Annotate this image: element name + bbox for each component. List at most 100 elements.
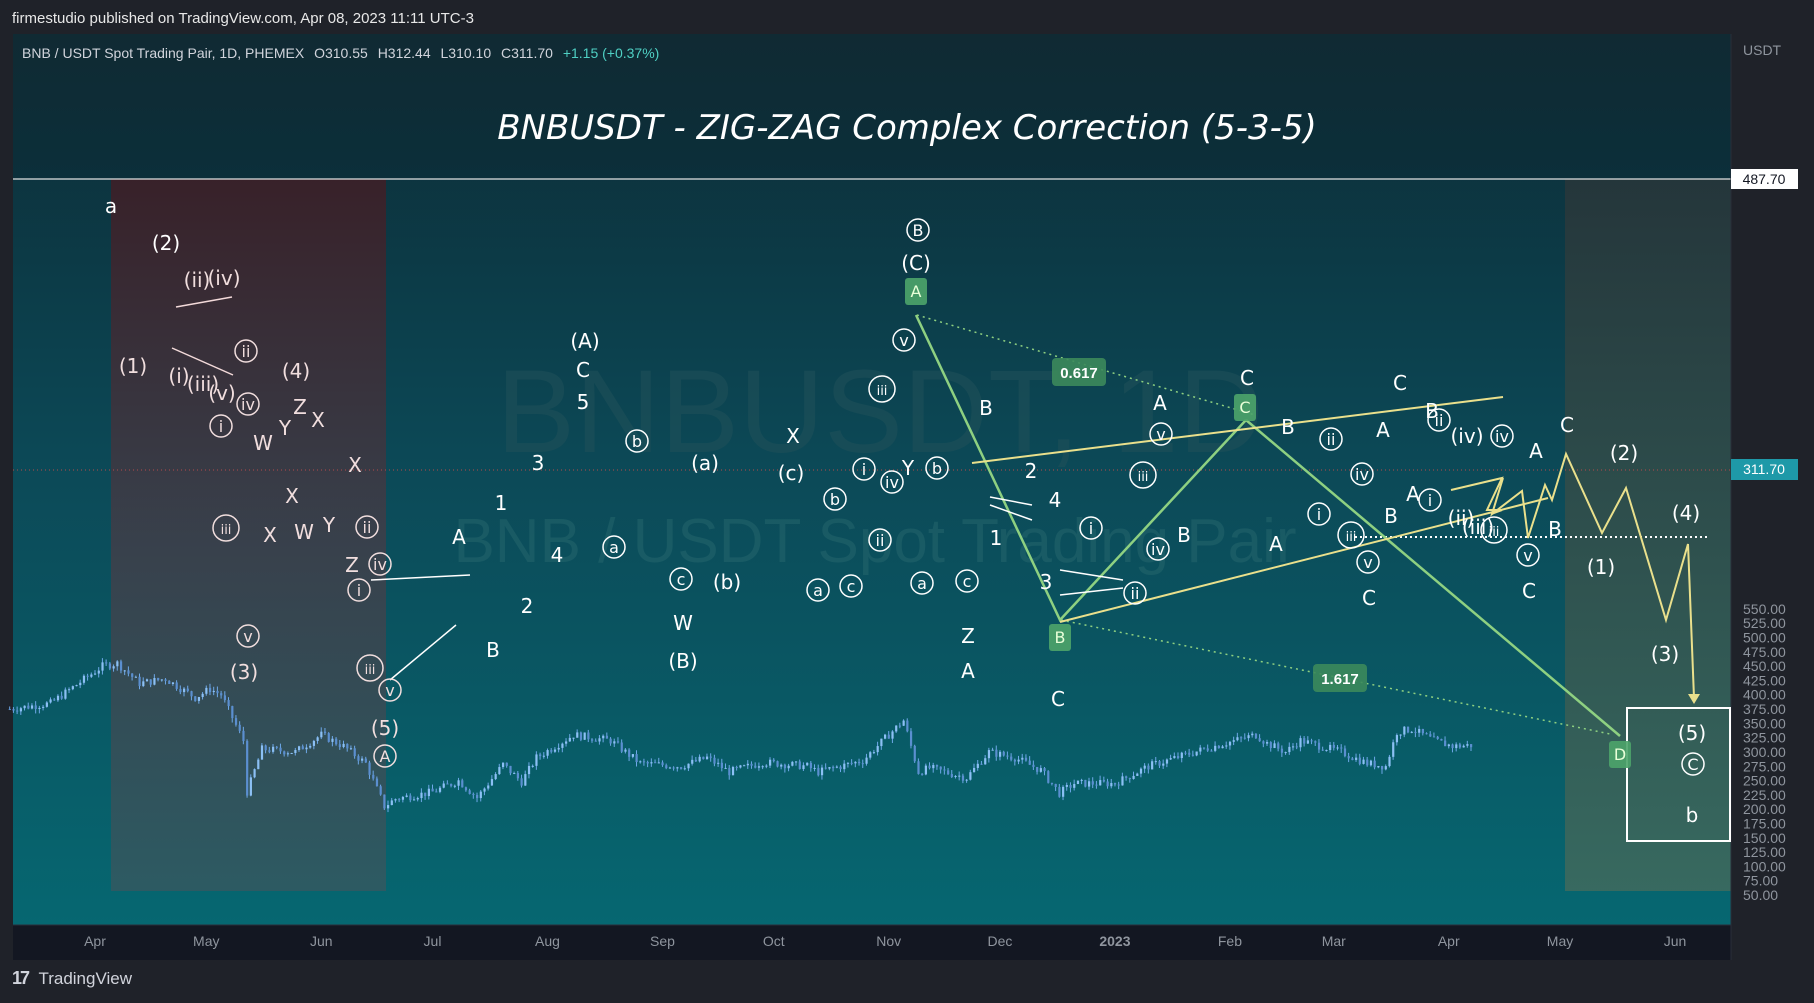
candle-body [516, 773, 520, 779]
trendline-upper [971, 396, 1504, 464]
candle-body [335, 738, 338, 745]
symbol-info[interactable]: BNB / USDT Spot Trading Pair, 1D, PHEMEX… [22, 45, 665, 61]
candle-body [427, 788, 431, 797]
tradingview-logo[interactable]: 17 TradingView [12, 968, 132, 989]
wave-label: (ii) [184, 268, 211, 292]
candle-body [1406, 726, 1410, 733]
wave-label-circle [373, 744, 397, 768]
wave-label-circle [236, 392, 260, 416]
wave-label: 4 [551, 543, 564, 567]
x-tick-label: Oct [763, 933, 785, 949]
candle-body [320, 731, 323, 738]
candle-body [212, 690, 215, 693]
y-tick-label: 150.00 [1743, 830, 1786, 846]
candle-body [1136, 773, 1139, 776]
candle-body [1199, 747, 1202, 752]
candle-body [34, 705, 37, 709]
symbol-name[interactable]: BNB / USDT Spot Trading Pair, 1D, PHEMEX [22, 45, 305, 61]
circled-wave-label: c [677, 570, 686, 589]
wave-label: (c) [778, 461, 805, 485]
candle-body [216, 690, 219, 694]
candle-body [275, 746, 278, 748]
wave-label-circle [347, 578, 371, 602]
candle-body [1043, 768, 1046, 772]
candle-body [1377, 766, 1380, 768]
candle-body [687, 763, 690, 769]
candle-body [1143, 765, 1146, 769]
candle-body [38, 707, 41, 709]
wave-label-circle [356, 654, 384, 682]
candle-body [884, 734, 887, 739]
candle-body [1403, 726, 1406, 735]
candle-body [1384, 766, 1387, 770]
ohlc-change: +1.15 (+0.37%) [562, 45, 660, 61]
candle-body [56, 695, 60, 701]
candle-body [487, 785, 490, 789]
time-axis[interactable]: Apr May Jun Jul Aug Sep Oct Nov Dec 2023 Feb Mar Apr… [84, 933, 1686, 949]
wave-label-circle [1319, 427, 1343, 451]
header-band [13, 34, 1731, 179]
y-tick-label: 50.00 [1743, 887, 1778, 903]
wave-label: C [1240, 366, 1254, 390]
boxed-wave-box [905, 278, 927, 305]
circled-wave-label: iv [1151, 540, 1165, 559]
y-tick-label: 175.00 [1743, 815, 1786, 831]
candle-body [94, 673, 97, 675]
candle-body [1332, 744, 1335, 748]
candle-body [1329, 744, 1332, 751]
candle-body [1351, 758, 1354, 760]
candle-body [639, 761, 642, 763]
candle-body [1214, 745, 1217, 751]
candle-body [698, 756, 701, 762]
price-axis[interactable]: 550.00525.00500.00475.00450.00425.00400.… [13, 34, 1786, 960]
candle-body [1421, 728, 1424, 734]
candle-body [1225, 745, 1228, 747]
wave-label: (i) [168, 364, 189, 388]
wave-label-circle [955, 569, 979, 593]
wave-label-circle [910, 571, 934, 595]
wave-label: C [1393, 371, 1407, 395]
wave-label: B [1177, 523, 1191, 547]
wave-label: (2) [152, 231, 180, 255]
wave-label-circle [892, 328, 916, 352]
wave-label-circle [1356, 550, 1380, 574]
wave-label: C [1362, 586, 1376, 610]
candle-body [902, 720, 905, 726]
candle-body [1340, 747, 1343, 749]
circled-wave-label: v [1156, 425, 1165, 444]
candle-body [1169, 758, 1172, 760]
candle-body [220, 693, 223, 696]
candle-body [702, 756, 705, 760]
y-tick-label: 425.00 [1743, 672, 1786, 688]
candle-body [783, 764, 787, 769]
wave-label-circle [1418, 488, 1442, 512]
candle-body [572, 737, 575, 739]
fib-label-1: 0.617 [1060, 365, 1098, 382]
candle-body [1106, 781, 1109, 787]
candle-body [1006, 755, 1009, 757]
candle-body [576, 732, 579, 738]
circled-wave-label: c [963, 572, 972, 591]
candle-body [898, 725, 902, 727]
candle-body [906, 720, 909, 732]
candle-body [924, 765, 927, 775]
circled-wave-label: iii [1346, 530, 1357, 545]
wave-label: Y [901, 456, 915, 480]
candle-body [513, 773, 516, 775]
wave-label-circle [1427, 408, 1451, 432]
candle-body [961, 775, 965, 781]
candle-body [305, 747, 308, 750]
circled-wave-label: i [1317, 505, 1321, 524]
candle-body [587, 732, 590, 740]
wave-label: C [576, 358, 590, 382]
wave-label: X [311, 408, 325, 432]
candle-body [1355, 757, 1358, 760]
candle-body [1451, 744, 1454, 749]
candle-body [676, 767, 679, 769]
boxed-wave-label: D [1614, 745, 1626, 764]
circled-wave-label: ii [1435, 411, 1444, 430]
candle-body [1032, 764, 1035, 767]
circled-wave-label: B [913, 221, 924, 240]
candle-body [157, 678, 160, 681]
